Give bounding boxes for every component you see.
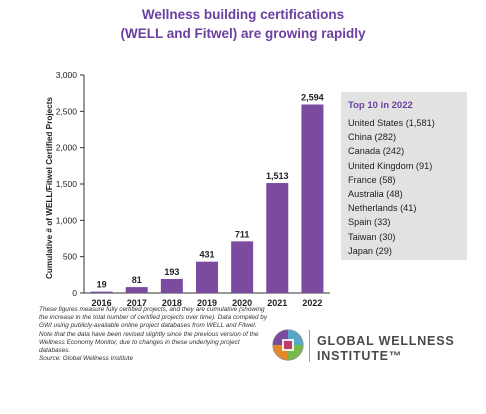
- bar-value-label: 1,513: [266, 171, 289, 181]
- bar-value-label: 19: [97, 280, 107, 290]
- top10-title: Top 10 in 2022: [348, 100, 413, 111]
- top10-item: Japan (29): [348, 245, 392, 256]
- chart-title-line2: (WELL and Fitwel) are growing rapidly: [120, 26, 366, 41]
- y-tick-label: 1,000: [56, 215, 78, 225]
- bar-value-label: 711: [235, 229, 250, 239]
- top10-item: Canada (242): [348, 146, 405, 157]
- y-tick-label: 2,000: [56, 143, 78, 153]
- logo-divider: [309, 330, 310, 362]
- y-axis-label: Cumulative # of WELL/Fitwel Certified Pr…: [45, 97, 54, 279]
- bar: [301, 104, 324, 293]
- x-tick-labels: 2016 2017 2018 2019 2020 2021 2022: [92, 298, 323, 308]
- top10-item: China (282): [348, 132, 397, 143]
- bar-value-label: 81: [132, 275, 142, 285]
- x-tick-label: 2016: [92, 298, 112, 308]
- x-tick-label: 2017: [127, 298, 147, 308]
- x-tick-label: 2018: [162, 298, 182, 308]
- bar: [196, 261, 218, 293]
- footnote: These figures measure fully certified pr…: [39, 306, 269, 363]
- x-tick-label: 2019: [197, 298, 217, 308]
- y-ticks: 0 500 1,000 1,500 2,000 2,500 3,000: [56, 70, 84, 298]
- top10-panel: Top 10 in 2022 United States (1,581) Chi…: [341, 92, 467, 260]
- bar: [231, 241, 254, 293]
- y-tick-label: 0: [72, 288, 77, 298]
- top10-item: Taiwan (30): [348, 231, 396, 242]
- gwi-logo-mark-icon: [272, 329, 304, 361]
- bar: [160, 278, 183, 293]
- top10-item: United States (1,581): [348, 118, 435, 128]
- chart-title-line1: Wellness building certifications: [141, 7, 345, 22]
- bars: [90, 104, 324, 293]
- footnote-text: These figures measure fully certified pr…: [39, 306, 268, 355]
- bar-value-label: 193: [164, 267, 179, 277]
- gwi-logo: GLOBAL WELLNESS INSTITUTE™: [271, 327, 471, 367]
- y-tick-label: 1,500: [56, 179, 78, 189]
- footnote-source: Source: Global Wellness Institute: [39, 355, 134, 363]
- top10-item: France (58): [348, 174, 396, 185]
- bar: [90, 291, 113, 293]
- top10-item: United Kingdom (91): [348, 160, 433, 171]
- y-tick-label: 500: [63, 252, 77, 262]
- logo-text-line2: INSTITUTE™: [317, 349, 403, 363]
- bar: [266, 183, 289, 293]
- bar: [125, 287, 148, 293]
- logo-text-line1: GLOBAL WELLNESS: [317, 334, 455, 348]
- chart-title: Wellness building certifications (WELL a…: [0, 5, 486, 43]
- top10-item: Australia (48): [348, 189, 403, 200]
- y-tick-label: 3,000: [56, 70, 78, 80]
- top10-item: Netherlands (41): [348, 203, 417, 214]
- x-tick-label: 2021: [267, 298, 287, 308]
- top10-list: United States (1,581) China (282) Canada…: [348, 116, 467, 258]
- x-tick-label: 2020: [232, 298, 252, 308]
- x-tick-label: 2022: [302, 298, 322, 308]
- y-tick-label: 2,500: [56, 106, 78, 116]
- bar-value-label: 2,594: [301, 93, 324, 103]
- top10-item: Spain (33): [348, 217, 391, 228]
- bar-value-label: 431: [199, 250, 214, 260]
- bar-value-labels: 19 81 193 431 711 1,513 2,594: [97, 93, 324, 290]
